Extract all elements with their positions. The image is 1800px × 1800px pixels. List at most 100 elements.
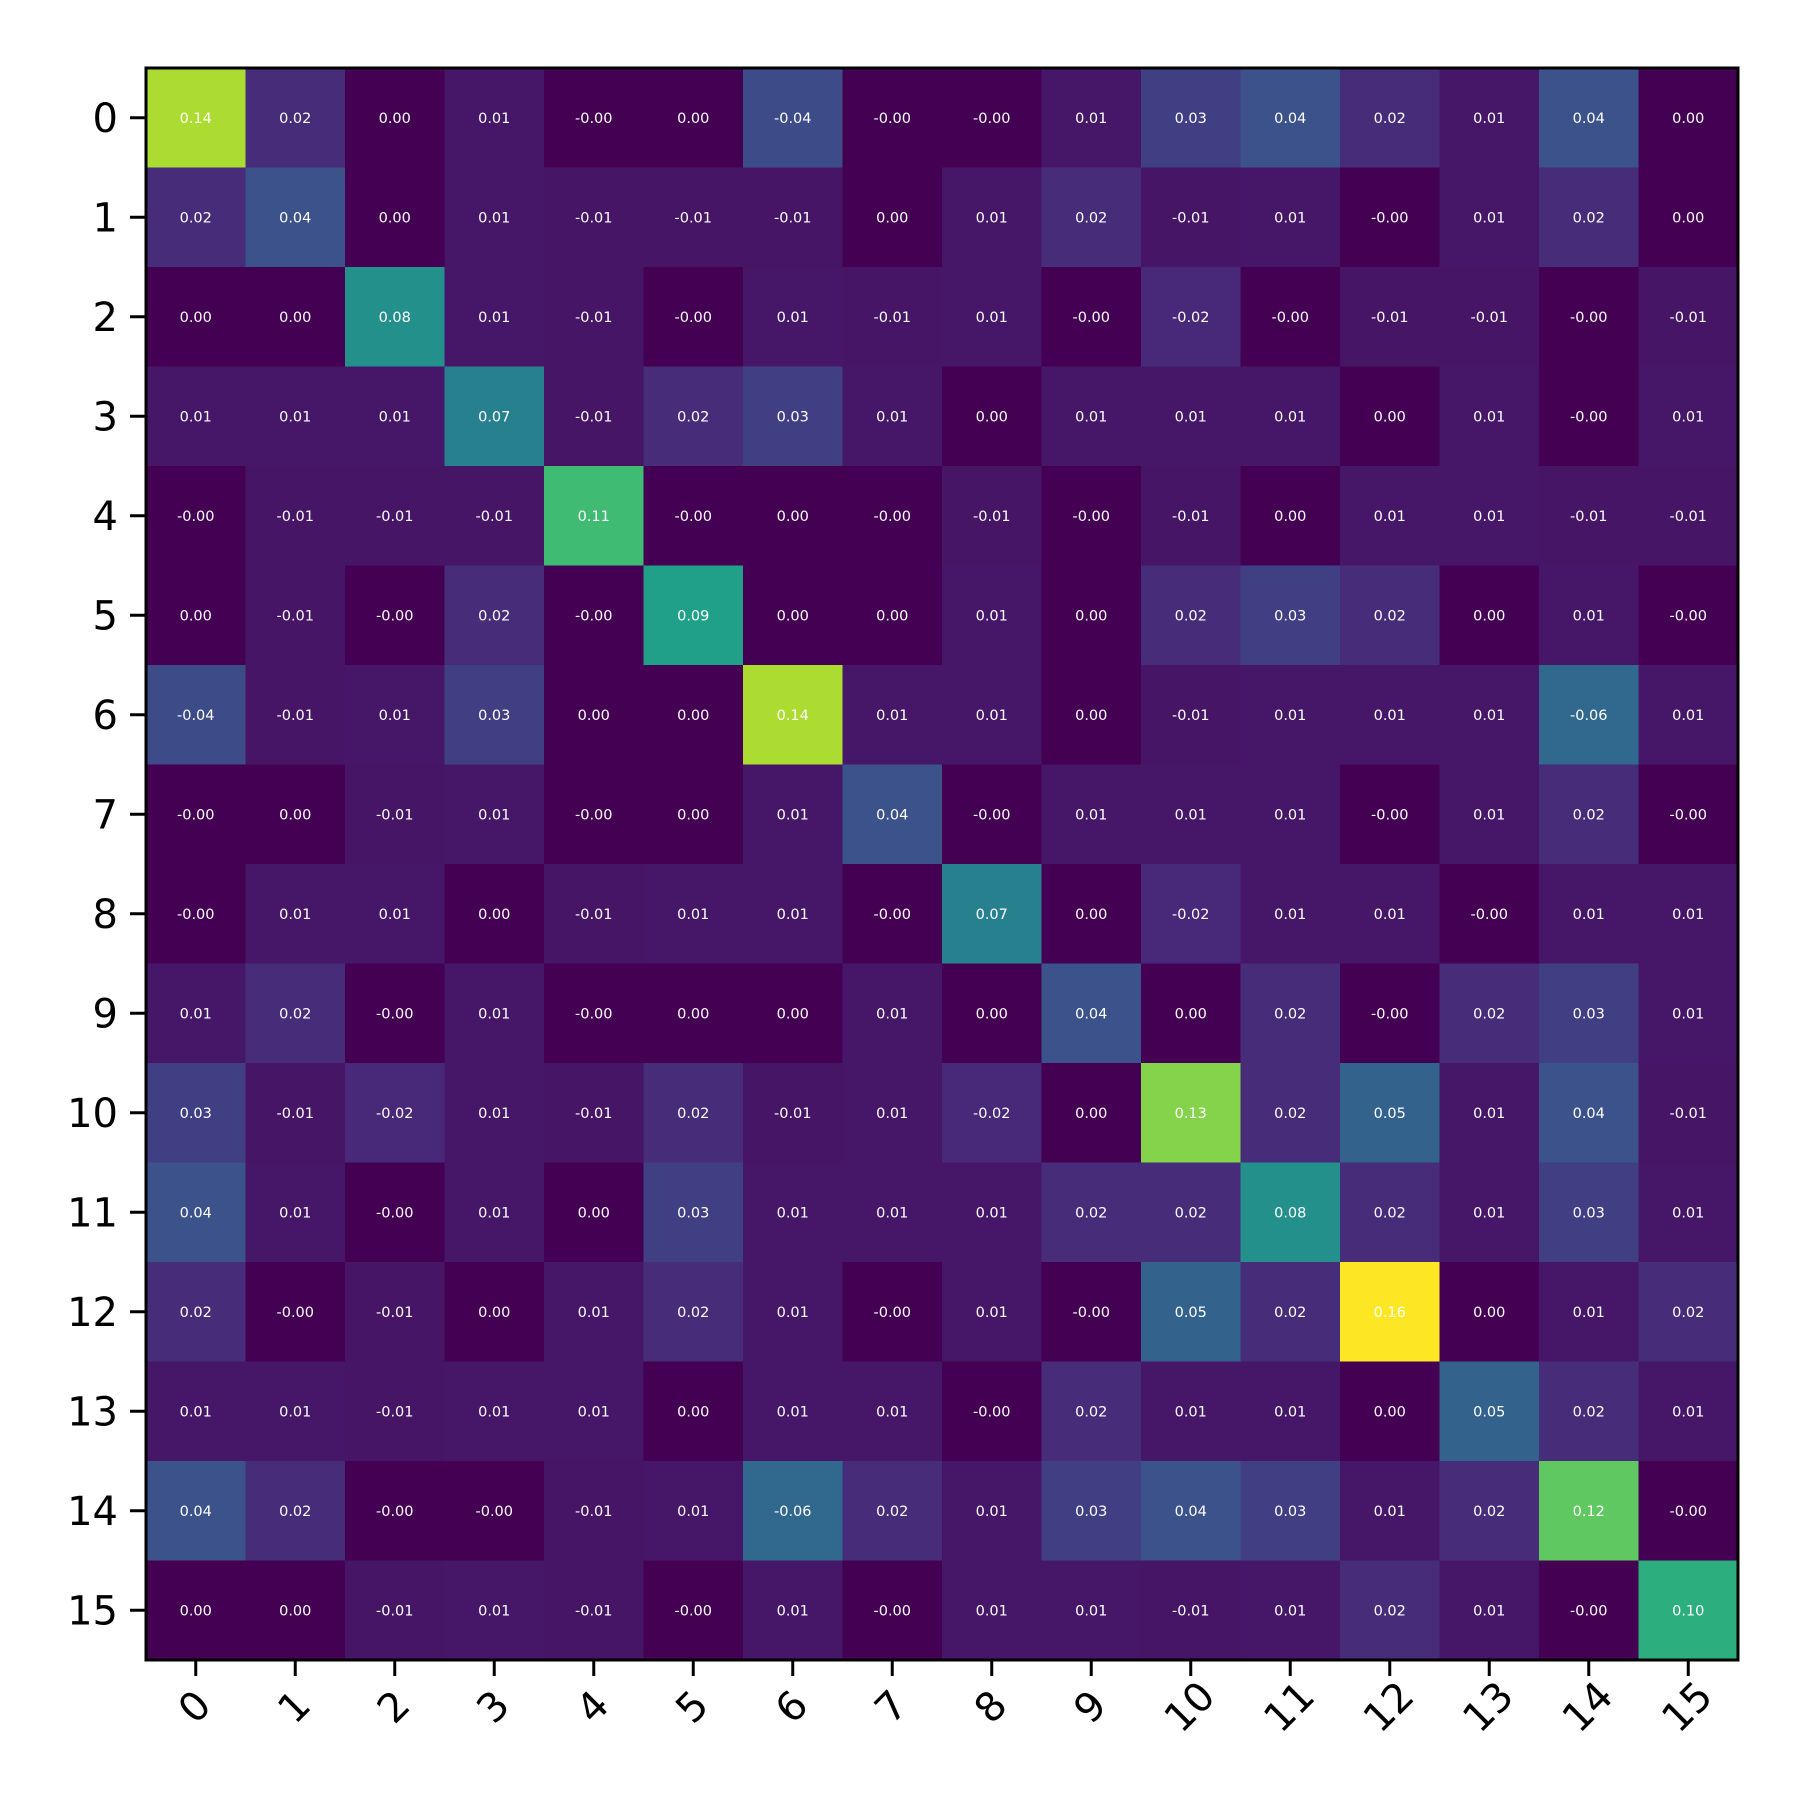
heatmap-cell-r10-c0 [146, 1063, 246, 1163]
heatmap-cell-r10-c1 [245, 1063, 346, 1163]
heatmap-cell-r10-c15 [1638, 1063, 1739, 1163]
y-tick-label: 11 [67, 1190, 118, 1236]
heatmap-cell-r15-c2 [345, 1560, 445, 1661]
heatmap-cell-r0-c0 [146, 68, 246, 168]
heatmap-cell-r5-c1 [245, 565, 346, 666]
cell-value-label: 0.00 [677, 1404, 709, 1420]
heatmap-cell-r3-c6 [743, 366, 843, 467]
cell-value-label: 0.01 [1075, 1603, 1107, 1619]
heatmap-cell-r7-c7 [842, 764, 943, 865]
cell-value-label: -0.01 [575, 210, 613, 226]
cell-value-label: 0.00 [180, 1603, 212, 1619]
y-tick-label: 14 [67, 1489, 118, 1535]
cell-value-label: 0.01 [1075, 409, 1107, 425]
cell-value-label: 0.01 [976, 608, 1008, 624]
heatmap-cell-r0-c9 [1041, 68, 1142, 168]
cell-value-label: 0.01 [1473, 1603, 1505, 1619]
cell-value-label: 0.16 [1374, 1305, 1406, 1321]
cell-value-label: -0.00 [1570, 409, 1608, 425]
heatmap-cell-r13-c15 [1638, 1361, 1739, 1462]
heatmap-cell-r1-c11 [1240, 167, 1341, 268]
heatmap-cell-r1-c9 [1041, 167, 1142, 268]
cell-value-label: 0.01 [777, 310, 809, 326]
cell-value-label: -0.01 [575, 1504, 613, 1520]
cell-value-label: -0.00 [873, 111, 911, 127]
cell-value-label: -0.01 [376, 807, 414, 823]
heatmap-cell-r1-c7 [842, 167, 943, 268]
heatmap-cell-r4-c8 [942, 466, 1042, 566]
heatmap-cell-r10-c8 [942, 1063, 1042, 1163]
heatmap-cell-r7-c4 [544, 764, 644, 865]
heatmap-cell-r11-c5 [643, 1162, 744, 1263]
x-axis: 0 1 2 3 4 5 6 7 8 9 10 11 12 13 14 15 [170, 1660, 1722, 1742]
x-tick-label: 13 [1454, 1673, 1523, 1742]
cell-value-label: 0.02 [1274, 1106, 1306, 1122]
cell-value-label: 0.02 [279, 1504, 311, 1520]
cell-value-label: 0.02 [478, 608, 510, 624]
heatmap-cell-r3-c4 [544, 366, 644, 467]
cell-value-label: 0.02 [1075, 1205, 1107, 1221]
cell-value-label: 0.01 [1274, 907, 1306, 923]
cell-value-label: 0.03 [1274, 608, 1306, 624]
cell-value-label: 0.01 [876, 1006, 908, 1022]
heatmap-cell-r1-c8 [942, 167, 1042, 268]
heatmap-cell-r3-c2 [345, 366, 445, 467]
heatmap-cell-r2-c12 [1340, 267, 1440, 367]
cell-value-label: 0.01 [777, 807, 809, 823]
cell-value-label: 0.02 [279, 111, 311, 127]
heatmap-cell-r12-c10 [1141, 1262, 1241, 1362]
heatmap-cell-r1-c10 [1141, 167, 1241, 268]
heatmap-cell-r1-c6 [743, 167, 843, 268]
heatmap-cell-r14-c0 [146, 1461, 246, 1561]
cell-value-label: 0.03 [1573, 1205, 1605, 1221]
heatmap-cell-r9-c9 [1041, 963, 1142, 1064]
cell-value-label: 0.01 [379, 907, 411, 923]
heatmap-cell-r0-c5 [643, 68, 744, 168]
cell-value-label: -0.00 [177, 509, 215, 525]
heatmap-cell-r2-c9 [1041, 267, 1142, 367]
cell-value-label: 0.02 [1473, 1006, 1505, 1022]
cell-value-label: 0.01 [976, 210, 1008, 226]
cell-value-label: 0.01 [976, 1205, 1008, 1221]
heatmap-cell-r1-c1 [245, 167, 346, 268]
heatmap-cell-r12-c2 [345, 1262, 445, 1362]
cell-value-label: 0.00 [1175, 1006, 1207, 1022]
heatmap-cell-r8-c13 [1439, 864, 1540, 964]
heatmap-cell-r11-c3 [444, 1162, 545, 1263]
cell-value-label: 0.01 [1473, 409, 1505, 425]
cell-value-label: 0.01 [478, 310, 510, 326]
cell-value-label: 0.01 [1672, 409, 1704, 425]
heatmap-cell-r1-c12 [1340, 167, 1440, 268]
cell-value-label: 0.00 [279, 807, 311, 823]
heatmap-cell-r8-c9 [1041, 864, 1142, 964]
cell-value-label: 0.01 [279, 907, 311, 923]
heatmap-cell-r13-c0 [146, 1361, 246, 1462]
heatmap-cell-r3-c12 [1340, 366, 1440, 467]
cell-value-label: 0.01 [1672, 1006, 1704, 1022]
cell-value-label: 0.01 [976, 310, 1008, 326]
heatmap-cell-r9-c3 [444, 963, 545, 1064]
heatmap-cell-r11-c11 [1240, 1162, 1341, 1263]
cell-value-label: 0.01 [876, 1404, 908, 1420]
heatmap-cell-r12-c3 [444, 1262, 545, 1362]
heatmap-cell-r6-c10 [1141, 665, 1241, 765]
cell-value-label: 0.01 [279, 1205, 311, 1221]
heatmap-cell-r13-c2 [345, 1361, 445, 1462]
heatmap-cell-r2-c5 [643, 267, 744, 367]
heatmap-cell-r11-c4 [544, 1162, 644, 1263]
heatmap-cell-r2-c13 [1439, 267, 1540, 367]
cell-value-label: -0.00 [873, 1603, 911, 1619]
cell-value-label: 0.01 [1473, 509, 1505, 525]
cell-value-label: -0.04 [177, 708, 215, 724]
cell-value-label: 0.00 [1672, 210, 1704, 226]
heatmap-cell-r2-c7 [842, 267, 943, 367]
cell-value-label: 0.00 [777, 608, 809, 624]
heatmap-cell-r11-c14 [1539, 1162, 1639, 1263]
cell-value-label: 0.00 [279, 1603, 311, 1619]
heatmap-cell-r8-c6 [743, 864, 843, 964]
cell-value-label: 0.01 [1672, 907, 1704, 923]
heatmap-cell-r5-c14 [1539, 565, 1639, 666]
y-tick-label: 6 [93, 693, 118, 739]
heatmap-cell-r7-c13 [1439, 764, 1540, 865]
cell-value-label: -0.00 [575, 608, 613, 624]
